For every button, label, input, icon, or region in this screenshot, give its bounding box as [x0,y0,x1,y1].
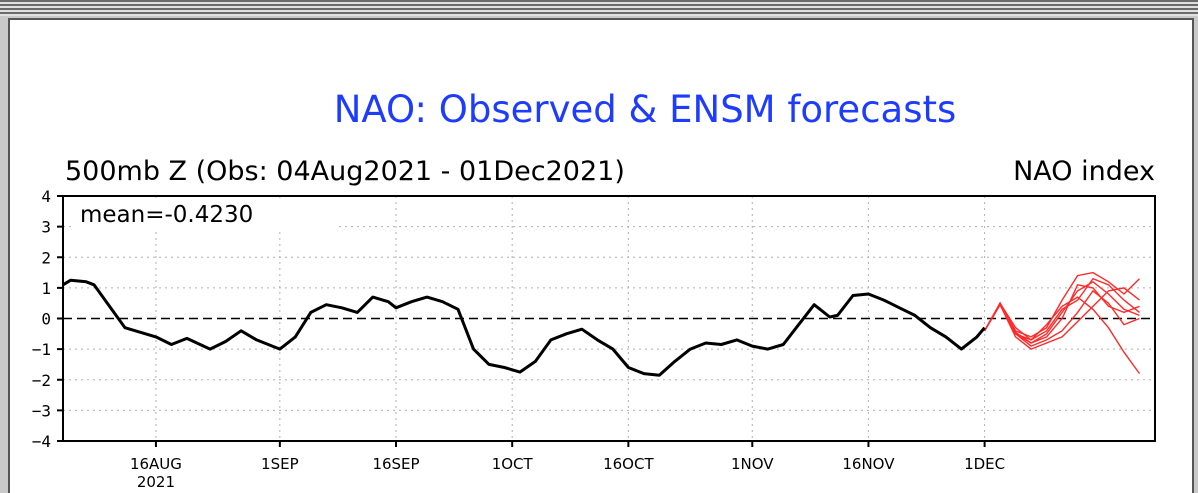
forecast-member-line [983,271,1140,338]
mean-annotation: mean=-0.4230 [80,202,253,228]
x-tick-label: 1DEC [964,455,1005,473]
y-tick-label: −1 [32,340,51,359]
x-axis: 16AUG 1SEP 16SEP 1OCT 16OCT 1NOV 16NOV 1DEC 2021 [130,441,1005,491]
y-axis: 4 3 2 1 0 −1 −2 −3 −4 [32,187,63,451]
mean-box [72,201,336,229]
x-tick-label: 1NOV [731,455,774,473]
forecast-member-line [983,280,1140,344]
x-tick-label: 16NOV [842,455,895,473]
y-tick-label: −4 [32,432,51,451]
y-tick-label: 0 [41,310,51,329]
x-tick-label: 1SEP [261,455,299,473]
series-group [62,271,1141,377]
y-tick-label: 2 [41,248,51,267]
x-tick-label: 16SEP [372,455,419,473]
chart-title: NAO: Observed & ENSM forecasts [334,88,957,131]
x-year-label: 2021 [137,473,175,491]
window-border [0,0,1198,16]
chart-panel [8,18,1194,493]
observed-line [62,278,986,377]
grid [63,196,1155,441]
y-tick-label: 3 [41,218,51,237]
index-label: NAO index [1013,156,1155,187]
x-tick-label: 16OCT [603,455,654,473]
y-tick-label: 1 [41,279,51,298]
y-tick-label: −3 [32,401,51,420]
plot-frame [62,195,1156,442]
chart-subtitle: 500mb Z (Obs: 04Aug2021 - 01Dec2021) [65,156,625,187]
x-tick-label: 1OCT [492,455,534,473]
y-tick-label: −2 [32,371,51,390]
forecast-member-line [983,296,1141,375]
x-tick-label: 16AUG [130,455,182,473]
forecast-member-line [983,277,1140,341]
y-tick-label: 4 [41,187,51,206]
